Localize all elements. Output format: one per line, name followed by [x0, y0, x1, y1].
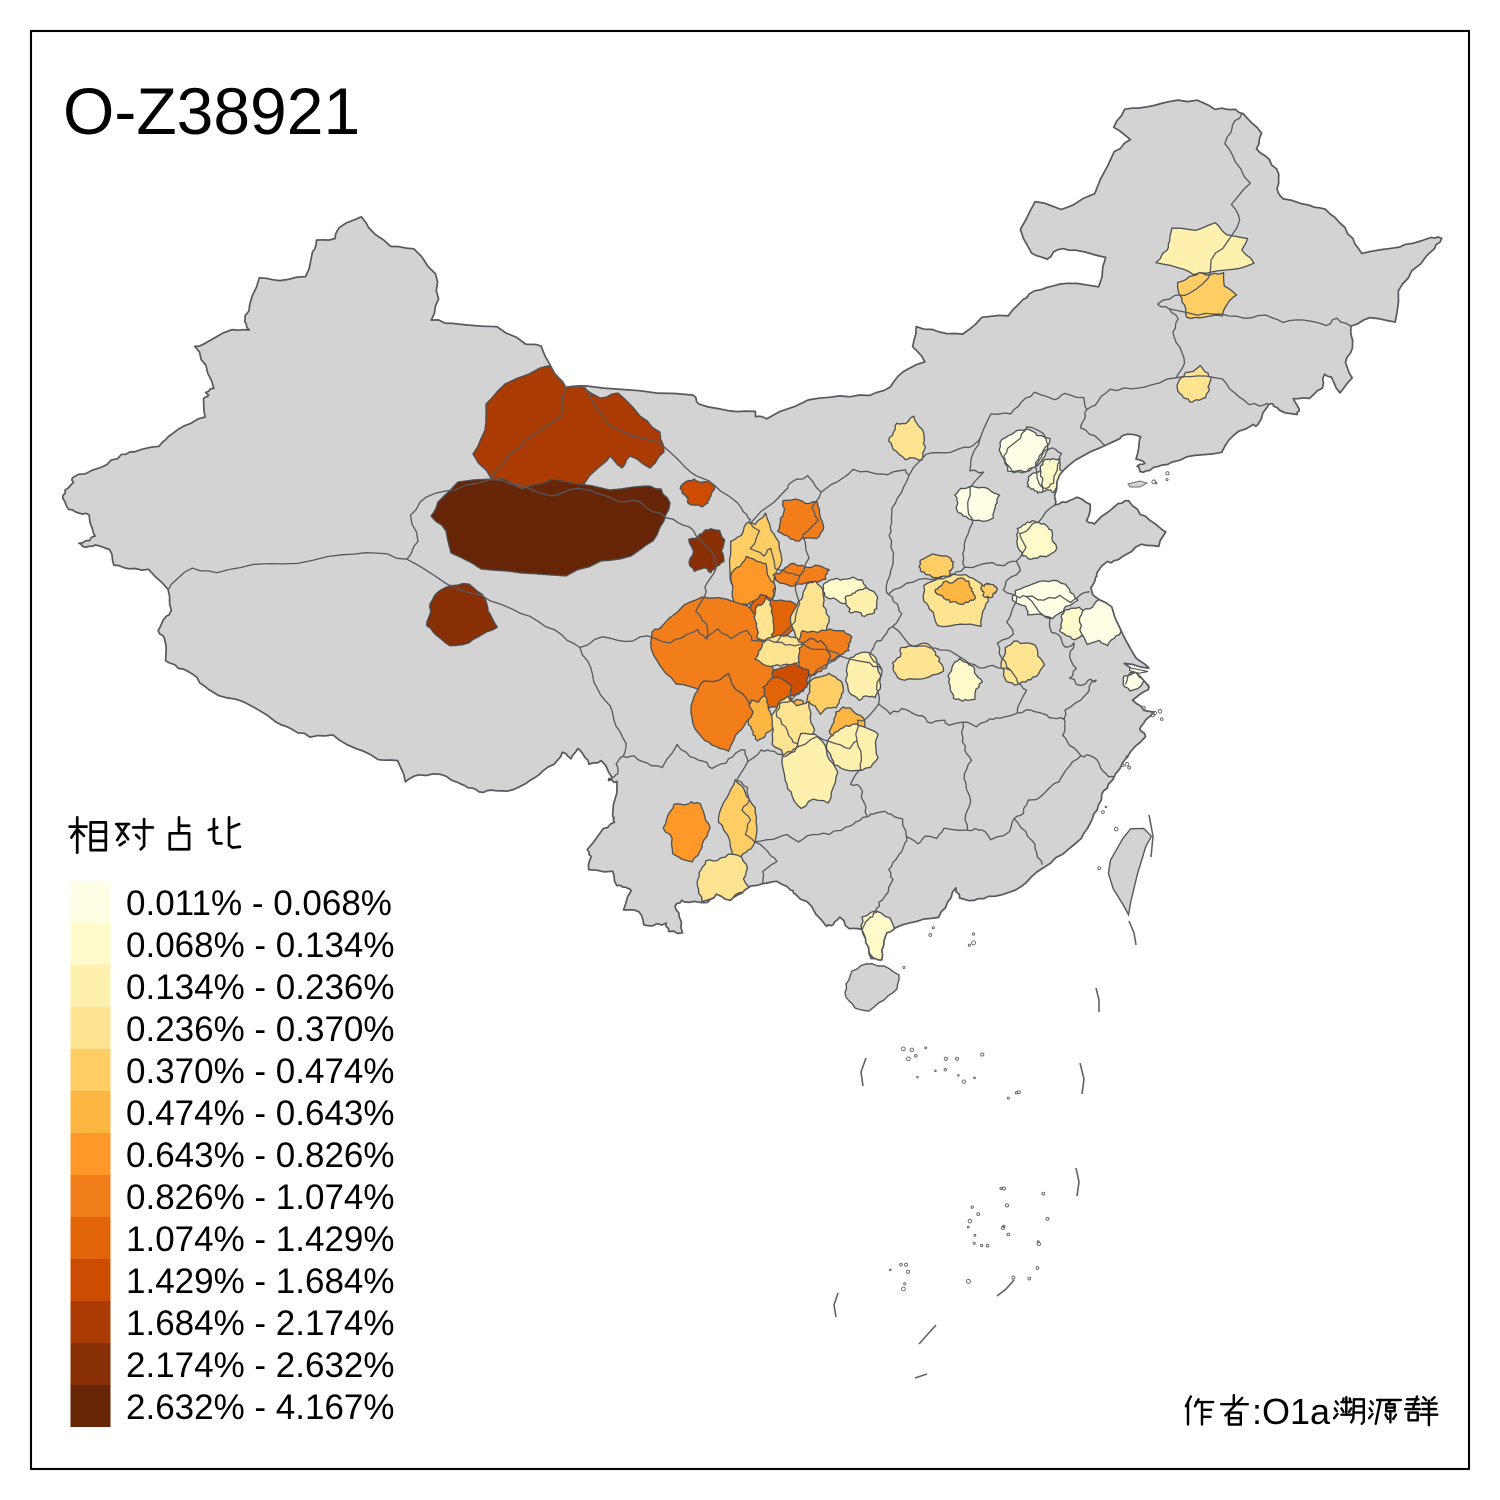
svg-text:0.236% - 0.370%: 0.236% - 0.370%: [126, 1010, 395, 1049]
svg-text::O1a: :O1a: [1252, 1391, 1331, 1432]
svg-text:2.174% - 2.632%: 2.174% - 2.632%: [126, 1346, 395, 1385]
svg-text:O-Z38921: O-Z38921: [63, 74, 360, 148]
svg-text:1.429% - 1.684%: 1.429% - 1.684%: [126, 1262, 395, 1301]
svg-text:0.068% - 0.134%: 0.068% - 0.134%: [126, 926, 395, 965]
svg-text:0.134% - 0.236%: 0.134% - 0.236%: [126, 968, 395, 1007]
svg-text:1.684% - 2.174%: 1.684% - 2.174%: [126, 1304, 395, 1343]
svg-text:0.474% - 0.643%: 0.474% - 0.643%: [126, 1094, 395, 1133]
svg-text:1.074% - 1.429%: 1.074% - 1.429%: [126, 1220, 395, 1259]
svg-text:0.643% - 0.826%: 0.643% - 0.826%: [126, 1136, 395, 1175]
svg-text:0.011% - 0.068%: 0.011% - 0.068%: [126, 884, 392, 923]
svg-text:0.370% - 0.474%: 0.370% - 0.474%: [126, 1052, 395, 1091]
svg-text:2.632% - 4.167%: 2.632% - 4.167%: [126, 1388, 395, 1427]
svg-text:0.826% - 1.074%: 0.826% - 1.074%: [126, 1178, 395, 1217]
